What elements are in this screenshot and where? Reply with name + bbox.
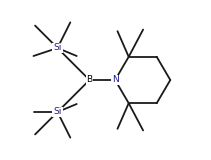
Text: N: N xyxy=(112,76,118,84)
Text: Si: Si xyxy=(53,108,62,116)
Text: B: B xyxy=(87,76,93,84)
Text: Si: Si xyxy=(53,44,62,52)
